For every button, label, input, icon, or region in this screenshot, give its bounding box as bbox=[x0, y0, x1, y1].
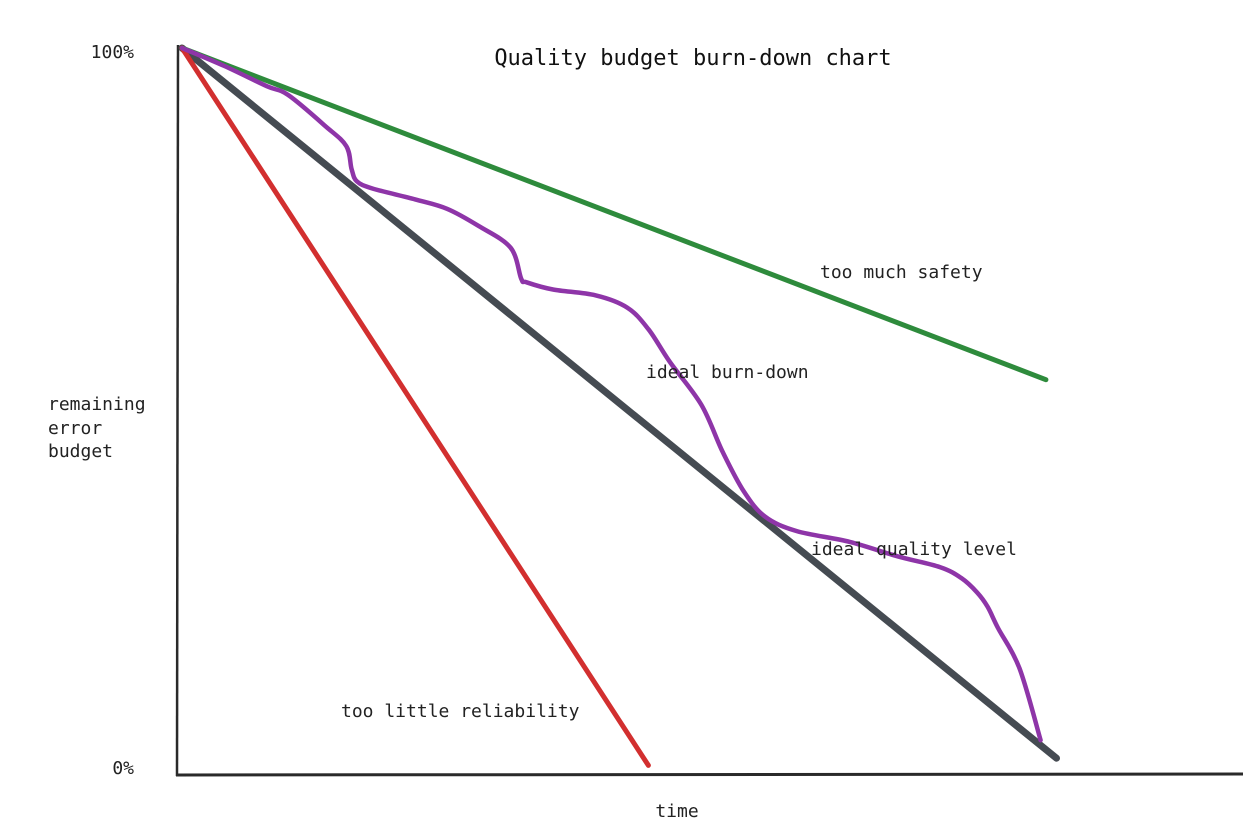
label-too-much-safety: too much safety bbox=[820, 262, 983, 283]
y-axis-labels: 100% 0% remaining error budget bbox=[48, 42, 146, 779]
x-axis-line bbox=[175, 772, 1244, 777]
y-tick-100: 100% bbox=[91, 42, 135, 63]
series-labels: too much safety too little reliability i… bbox=[341, 262, 1017, 722]
chart-title: Quality budget burn-down chart bbox=[494, 46, 891, 71]
series-line-ideal-burn-down bbox=[179, 45, 1043, 743]
label-too-little-reliability: too little reliability bbox=[341, 701, 580, 722]
series-line-ideal-quality-level bbox=[178, 44, 1060, 762]
y-axis-label-line-2: error bbox=[48, 418, 102, 439]
series-layer bbox=[178, 44, 1060, 768]
label-ideal-quality-level: ideal quality level bbox=[811, 539, 1017, 560]
label-ideal-burn-down: ideal burn-down bbox=[646, 362, 809, 383]
series-line-too-little-reliability bbox=[179, 45, 651, 768]
y-tick-0: 0% bbox=[112, 758, 134, 779]
series-line-too-much-safety bbox=[179, 45, 1049, 383]
y-axis-line bbox=[175, 44, 180, 777]
y-axis-label-line-3: budget bbox=[48, 441, 113, 462]
axes bbox=[175, 44, 1244, 777]
x-axis-label: time bbox=[655, 801, 698, 822]
y-axis-label-line-1: remaining bbox=[48, 394, 146, 415]
